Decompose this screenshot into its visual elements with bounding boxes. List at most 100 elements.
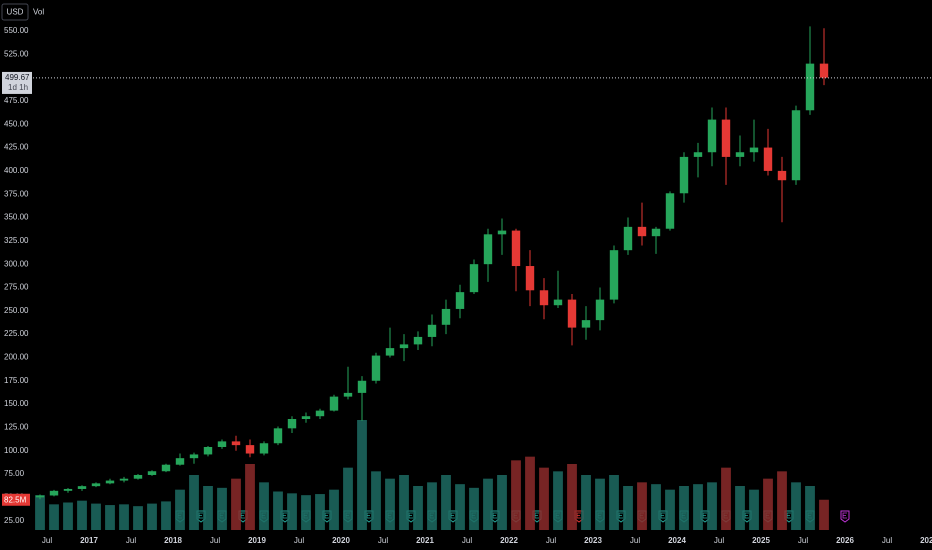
candle-body xyxy=(819,63,829,78)
currency-box[interactable] xyxy=(1,3,29,21)
earnings-glyph xyxy=(408,512,413,519)
candle-body xyxy=(427,324,437,337)
y-tick-label: 425.00 xyxy=(4,143,29,152)
x-tick-label: 2021 xyxy=(416,536,434,545)
volume-bar xyxy=(119,504,129,530)
candle-body xyxy=(693,152,703,157)
candle-body xyxy=(413,336,423,345)
x-tick-label: 2022 xyxy=(500,536,518,545)
volume-bar xyxy=(189,475,199,530)
earnings-glyph xyxy=(492,512,497,519)
volume-bar xyxy=(105,505,115,530)
earnings-glyph xyxy=(576,512,581,519)
candle-body xyxy=(581,320,591,328)
volume-bar xyxy=(637,482,647,530)
x-tick-label: 2027 xyxy=(920,536,932,545)
candle-body xyxy=(553,299,563,306)
y-tick-label: 400.00 xyxy=(4,166,29,175)
volume-bar xyxy=(581,475,591,530)
volume-bar xyxy=(245,464,255,530)
y-tick-label: 450.00 xyxy=(4,119,29,128)
candle-body xyxy=(203,446,213,455)
volume-bar xyxy=(63,502,73,530)
candle-body xyxy=(707,119,717,153)
volume-bar xyxy=(791,482,801,530)
candle-body xyxy=(609,250,619,300)
candle-body xyxy=(63,488,73,491)
earnings-glyph xyxy=(366,512,371,519)
candle-body xyxy=(623,226,633,251)
candle-body xyxy=(315,410,325,417)
volume-bar xyxy=(777,471,787,530)
volume-bar xyxy=(273,491,283,530)
volume-bar xyxy=(651,484,661,530)
x-tick-label: 2017 xyxy=(80,536,98,545)
candle-body xyxy=(273,428,283,444)
volume-bar xyxy=(175,489,185,530)
y-tick-label: 175.00 xyxy=(4,376,29,385)
volume-bar xyxy=(763,478,773,530)
candle-body xyxy=(651,228,661,237)
x-tick-label: Jul xyxy=(294,536,304,545)
volume-bar xyxy=(441,475,451,530)
candle-body xyxy=(49,490,59,496)
volume-bar xyxy=(623,486,633,530)
volume-bar xyxy=(231,478,241,530)
candle-body xyxy=(567,299,577,328)
candle-layer xyxy=(35,26,829,500)
candle-body xyxy=(805,63,815,111)
earnings-glyph xyxy=(240,512,245,519)
candle-body xyxy=(399,344,409,349)
volume-bar xyxy=(161,501,171,530)
x-tick-label: Jul xyxy=(378,536,388,545)
volume-bar xyxy=(217,487,227,530)
x-tick-label: 2025 xyxy=(752,536,770,545)
candle-body xyxy=(483,234,493,265)
y-tick-label: 100.00 xyxy=(4,446,29,455)
volume-bar xyxy=(749,489,759,530)
y-tick-label: 475.00 xyxy=(4,96,29,105)
volume-bar xyxy=(203,486,213,530)
earnings-glyph xyxy=(450,512,455,519)
candle-body xyxy=(357,380,367,393)
candle-body xyxy=(679,156,689,194)
y-tick-label: 200.00 xyxy=(4,353,29,362)
x-tick-label: Jul xyxy=(126,536,136,545)
y-tick-label: 75.00 xyxy=(4,469,25,478)
candle-body xyxy=(133,474,143,479)
candle-body xyxy=(217,441,227,447)
x-tick-label: 2020 xyxy=(332,536,350,545)
candle-body xyxy=(637,226,647,237)
volume-bar xyxy=(77,500,87,530)
candle-body xyxy=(161,464,171,472)
y-tick-label: 150.00 xyxy=(4,399,29,408)
volume-bar xyxy=(609,475,619,530)
volume-bar xyxy=(525,456,535,530)
x-tick-label: 2018 xyxy=(164,536,182,545)
candle-body xyxy=(35,495,45,498)
volume-bar xyxy=(35,495,45,530)
x-tick-label: 2024 xyxy=(668,536,686,545)
candle-body xyxy=(763,147,773,171)
candle-body xyxy=(777,170,787,181)
volume-bar xyxy=(371,471,381,530)
volume-bar xyxy=(147,503,157,530)
x-tick-label: 2026 xyxy=(836,536,854,545)
candle-body xyxy=(147,471,157,475)
candle-body xyxy=(511,230,521,267)
volume-title: Vol xyxy=(33,8,44,17)
earnings-glyph xyxy=(660,512,665,519)
volume-bar xyxy=(511,460,521,530)
volume-bar xyxy=(693,484,703,530)
volume-bar xyxy=(679,486,689,530)
y-tick-label: 250.00 xyxy=(4,306,29,315)
volume-bar xyxy=(707,482,717,530)
candle-body xyxy=(91,483,101,487)
volume-bar xyxy=(91,503,101,530)
candle-body xyxy=(749,147,759,153)
y-tick-label: 275.00 xyxy=(4,283,29,292)
candle-body xyxy=(119,478,129,481)
candle-body xyxy=(371,355,381,381)
